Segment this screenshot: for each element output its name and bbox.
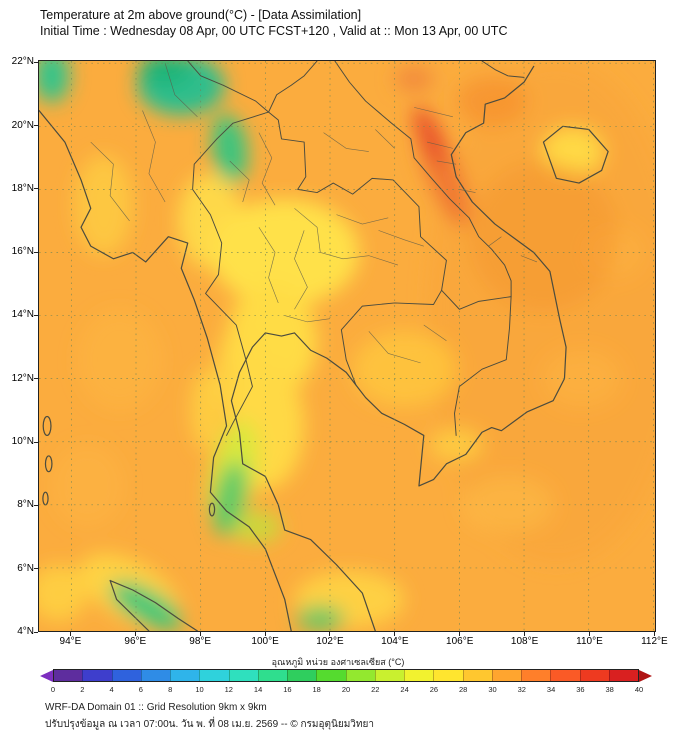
colorbar-tick-label: 24 <box>400 685 409 694</box>
y-axis-label: 14°N <box>11 309 34 321</box>
map-title: Temperature at 2m above ground(°C) - [Da… <box>40 8 362 22</box>
colorbar-segment <box>579 670 609 681</box>
y-axis-tick <box>34 568 38 570</box>
colorbar-segment <box>404 670 434 681</box>
colorbar-title: อุณหภูมิ หน่วย องศาเซลเซียส (°C) <box>271 657 405 667</box>
map-subtitle: Initial Time : Wednesday 08 Apr, 00 UTC … <box>40 24 508 38</box>
colorbar-tick-label: 6 <box>138 685 143 694</box>
x-axis-tick <box>394 632 396 636</box>
colorbar-segment <box>82 670 112 681</box>
x-axis-label: 108°E <box>510 636 539 647</box>
y-axis-label: 12°N <box>11 372 34 384</box>
x-axis-tick <box>199 632 201 636</box>
colorbar-tick-label: 32 <box>517 685 526 694</box>
map-plot-area <box>38 60 656 632</box>
x-axis-tick <box>653 632 655 636</box>
colorbar-tick-label: 0 <box>50 685 56 694</box>
y-axis-label: 22°N <box>11 56 34 68</box>
colorbar-segment <box>345 670 375 681</box>
y-axis-label: 6°N <box>17 562 34 574</box>
y-axis-tick <box>34 61 38 63</box>
colorbar-tick-label: 14 <box>253 685 263 694</box>
x-axis-label: 110°E <box>576 636 603 647</box>
x-axis-tick <box>524 632 526 636</box>
colorbar-segment <box>374 670 404 681</box>
colorbar-segment <box>228 670 258 681</box>
colorbar-tick-label: 10 <box>195 685 204 694</box>
x-axis-label: 102°E <box>316 636 344 647</box>
colorbar-tick-label: 18 <box>312 685 321 694</box>
colorbar-tick-label: 26 <box>429 685 439 694</box>
y-axis-label: 18°N <box>11 182 34 194</box>
colorbar-segment <box>433 670 463 681</box>
colorbar-segment <box>608 670 638 681</box>
colorbar-tick-label: 22 <box>371 685 380 694</box>
colorbar-segment <box>140 670 170 681</box>
x-axis-label: 104°E <box>381 636 409 647</box>
temperature-map-svg <box>39 61 655 631</box>
colorbar-segment <box>199 670 229 681</box>
colorbar-tick-label: 34 <box>546 685 556 694</box>
colorbar-segment <box>287 670 317 681</box>
colorbar-tick-label: 28 <box>459 685 468 694</box>
temperature-field <box>39 61 655 631</box>
y-axis-tick <box>34 125 38 127</box>
y-axis-tick <box>34 504 38 506</box>
y-axis-label: 10°N <box>11 436 34 448</box>
y-axis-label: 4°N <box>17 626 34 637</box>
colorbar-gradient <box>53 669 639 682</box>
colorbar-tick-label: 8 <box>168 685 173 694</box>
colorbar-tick-label: 40 <box>634 685 644 694</box>
x-axis-tick <box>329 632 331 636</box>
x-axis-tick <box>69 632 71 636</box>
colorbar-segment <box>257 670 287 681</box>
colorbar-segment <box>521 670 551 681</box>
y-axis-label: 20°N <box>11 119 34 131</box>
colorbar-segment <box>111 670 141 681</box>
y-axis-label: 16°N <box>11 246 34 258</box>
header: Temperature at 2m above ground(°C) - [Da… <box>40 7 507 39</box>
colorbar-tick-label: 20 <box>341 685 351 694</box>
x-axis-tick <box>459 632 461 636</box>
province-borders <box>90 63 538 364</box>
x-axis-tick <box>264 632 266 636</box>
colorbar <box>40 669 652 682</box>
country-borders <box>187 61 525 436</box>
colorbar-segment <box>54 670 83 681</box>
y-axis-tick <box>34 441 38 443</box>
colorbar-tick-label: 4 <box>109 685 114 694</box>
colorbar-tick-label: 16 <box>283 685 292 694</box>
y-axis-tick <box>34 188 38 190</box>
x-axis-label: 94°E <box>59 636 82 647</box>
colorbar-tick-label: 30 <box>488 685 497 694</box>
colorbar-tick-label: 2 <box>80 685 85 694</box>
graticule <box>39 61 655 631</box>
colorbar-segment <box>316 670 346 681</box>
footer-domain-info: WRF-DA Domain 01 :: Grid Resolution 9km … <box>45 702 267 713</box>
y-axis-tick <box>34 631 38 633</box>
y-axis-tick <box>34 314 38 316</box>
y-axis-tick <box>34 251 38 253</box>
colorbar-segment <box>462 670 492 681</box>
colorbar-tick-label: 38 <box>605 685 614 694</box>
x-axis-label: 96°E <box>124 636 147 647</box>
x-axis-label: 100°E <box>251 636 279 647</box>
y-axis-label: 8°N <box>17 499 34 511</box>
footer-update-info: ปรับปรุงข้อมูล ณ เวลา 07:00น. วัน พ. ที่… <box>45 719 374 730</box>
colorbar-over-arrow <box>639 669 652 682</box>
y-axis-tick <box>34 378 38 380</box>
x-axis-label: 98°E <box>189 636 212 647</box>
colorbar-tick-label: 12 <box>224 685 233 694</box>
colorbar-tick-label: 36 <box>576 685 585 694</box>
colorbar-segment <box>550 670 580 681</box>
x-axis-tick <box>134 632 136 636</box>
colorbar-segment <box>491 670 521 681</box>
colorbar-segment <box>170 670 200 681</box>
coastline <box>39 65 609 631</box>
x-axis-label: 112°E <box>641 636 668 647</box>
x-axis-tick <box>588 632 590 636</box>
colorbar-under-arrow <box>40 669 53 682</box>
x-axis-label: 106°E <box>446 636 474 647</box>
